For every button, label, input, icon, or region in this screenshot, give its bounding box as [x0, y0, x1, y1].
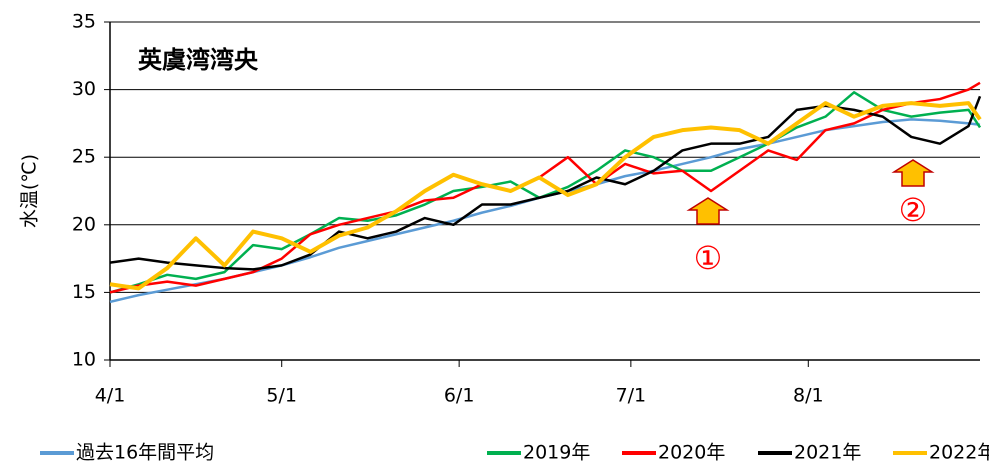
y-tick-label: 10 [72, 349, 96, 371]
station-label: 英虞湾湾央 [138, 46, 259, 74]
y-tick-label: 15 [72, 281, 96, 303]
plot [104, 21, 982, 367]
x-tick-label: 8/1 [793, 385, 824, 407]
x-tick-label: 7/1 [616, 385, 647, 407]
annotation: ② [899, 191, 928, 229]
legend-label: 2020年 [658, 442, 725, 464]
y-tick-label: 35 [72, 11, 96, 33]
legend-label: 過去16年間平均 [76, 442, 214, 464]
arrow [891, 159, 935, 187]
x-tick-label: 4/1 [95, 385, 126, 407]
annotation: ① [694, 239, 723, 277]
legend-label: 2022年 [929, 442, 989, 464]
legend-label: 2021年 [794, 442, 861, 464]
y-tick-label: 30 [72, 78, 96, 100]
series-line [109, 101, 982, 291]
title-box [122, 36, 312, 86]
x-tick-label: 5/1 [266, 385, 297, 407]
x-tick-label: 6/1 [444, 385, 475, 407]
y-tick-label: 25 [72, 146, 96, 168]
series-line [109, 95, 982, 271]
series-line [109, 91, 982, 294]
arrow [686, 197, 730, 225]
y-tick-label: 20 [72, 213, 96, 235]
legend-label: 2019年 [523, 442, 590, 464]
y-axis-label: 水温(℃) [19, 154, 41, 228]
